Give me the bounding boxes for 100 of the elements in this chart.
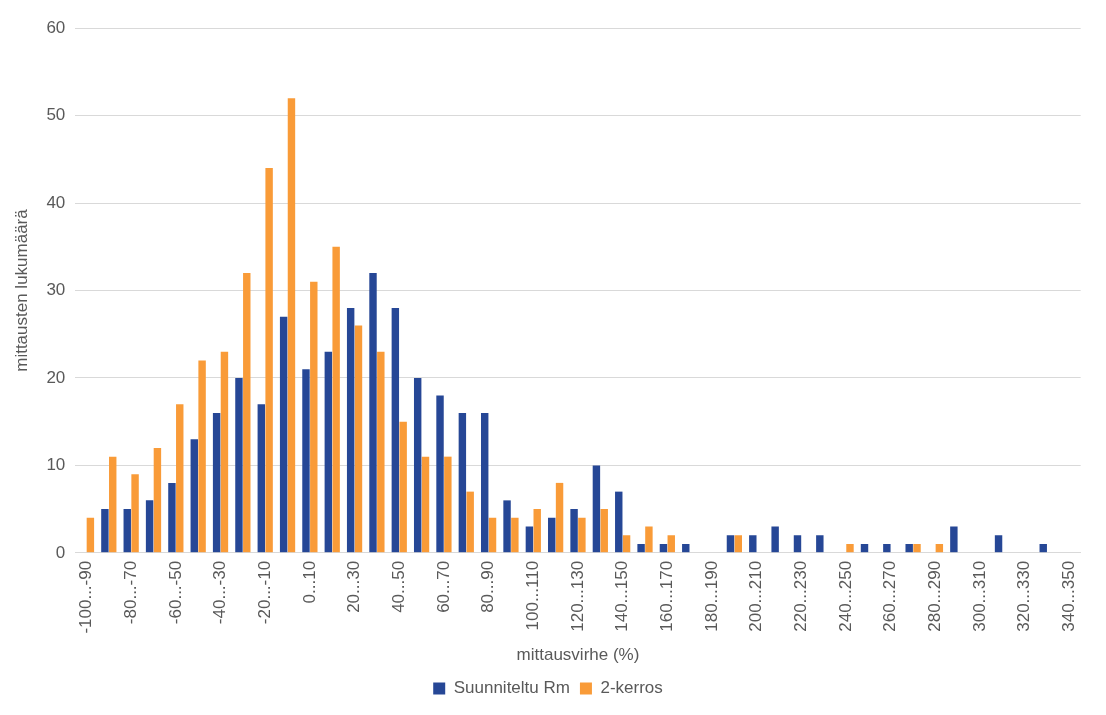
bar bbox=[458, 412, 467, 553]
bar bbox=[444, 456, 452, 553]
x-tick-label: 100...110 bbox=[522, 560, 542, 631]
y-axis-title: mittausten lukumäärä bbox=[11, 208, 31, 372]
bar bbox=[436, 395, 444, 553]
bar bbox=[421, 456, 430, 553]
bar bbox=[220, 351, 229, 553]
y-tick-label: 0 bbox=[55, 542, 66, 562]
x-tick-label: -40...-30 bbox=[210, 560, 230, 625]
x-tick-label: 20...30 bbox=[344, 560, 364, 613]
bar bbox=[377, 351, 385, 553]
bar bbox=[793, 535, 802, 553]
bar bbox=[503, 500, 511, 553]
bar bbox=[324, 351, 333, 553]
bar bbox=[905, 544, 913, 553]
x-tick-label: 40...50 bbox=[388, 560, 408, 613]
bar bbox=[279, 316, 288, 553]
y-tick-label: 20 bbox=[46, 367, 66, 387]
legend-label: Suunniteltu Rm bbox=[453, 678, 570, 698]
x-tick-label: 320...330 bbox=[1014, 560, 1034, 632]
x-tick-label: -20...-10 bbox=[254, 560, 274, 625]
bar bbox=[145, 500, 154, 553]
bar bbox=[816, 535, 824, 553]
bar bbox=[399, 421, 407, 553]
bar bbox=[1039, 544, 1047, 553]
x-tick-label: 200...210 bbox=[746, 560, 766, 632]
bar bbox=[346, 308, 355, 553]
bar bbox=[615, 491, 623, 553]
bar bbox=[86, 517, 95, 553]
x-tick-label: 240...250 bbox=[835, 560, 855, 632]
y-tick-label: 40 bbox=[46, 192, 66, 212]
y-tick-label: 50 bbox=[46, 105, 66, 125]
x-tick-label: 160...170 bbox=[657, 560, 677, 632]
x-tick-label: 300...310 bbox=[969, 560, 989, 632]
y-tick-label: 10 bbox=[46, 455, 66, 475]
y-tick-label: 30 bbox=[46, 280, 66, 300]
bar bbox=[265, 168, 273, 553]
bar bbox=[555, 482, 564, 553]
bar bbox=[525, 526, 534, 553]
bar bbox=[131, 474, 139, 553]
bar bbox=[659, 544, 668, 553]
bar bbox=[726, 535, 735, 553]
x-tick-label: 120...130 bbox=[567, 560, 587, 632]
bar bbox=[488, 517, 497, 553]
bar bbox=[153, 447, 162, 553]
bar bbox=[391, 308, 400, 553]
x-axis-title: mittausvirhe (%) bbox=[516, 645, 640, 665]
x-tick-label: 260...270 bbox=[880, 560, 900, 632]
bar bbox=[533, 509, 541, 553]
bar bbox=[600, 509, 608, 553]
bar bbox=[935, 544, 944, 553]
bar bbox=[176, 404, 184, 553]
bar bbox=[592, 465, 601, 553]
bar bbox=[682, 544, 690, 553]
bar bbox=[578, 517, 586, 553]
bar bbox=[570, 509, 578, 553]
x-tick-label: 220...230 bbox=[791, 560, 811, 632]
x-tick-label: 280...290 bbox=[925, 560, 945, 632]
x-tick-label: 0...10 bbox=[299, 560, 319, 604]
bar bbox=[310, 281, 318, 553]
x-tick-label: 340...350 bbox=[1059, 560, 1079, 632]
bar bbox=[168, 482, 176, 553]
bar bbox=[511, 517, 519, 553]
bar bbox=[109, 456, 117, 553]
bar bbox=[548, 517, 556, 553]
bar bbox=[994, 535, 1003, 553]
y-tick-label: 60 bbox=[46, 17, 66, 37]
bar bbox=[771, 526, 779, 553]
x-tick-label: -60...-50 bbox=[165, 560, 185, 625]
bar bbox=[413, 377, 422, 553]
bar bbox=[212, 412, 221, 553]
bar bbox=[860, 544, 869, 553]
bar bbox=[913, 544, 921, 553]
bar bbox=[198, 360, 206, 553]
bar bbox=[257, 404, 266, 553]
x-tick-label: 60...70 bbox=[433, 560, 453, 613]
bar bbox=[369, 273, 377, 553]
bar bbox=[667, 535, 675, 553]
bar bbox=[950, 526, 958, 553]
bar bbox=[749, 535, 757, 553]
bar bbox=[734, 535, 742, 553]
bar bbox=[302, 369, 310, 553]
x-tick-label: 140...150 bbox=[612, 560, 632, 632]
bar bbox=[622, 535, 631, 553]
bar bbox=[123, 509, 131, 553]
bar bbox=[637, 544, 645, 553]
x-tick-label: 80...90 bbox=[478, 560, 498, 613]
bar bbox=[287, 98, 296, 553]
bar bbox=[883, 544, 891, 553]
bar bbox=[243, 273, 251, 553]
bar bbox=[332, 246, 340, 553]
bar bbox=[190, 439, 198, 553]
legend-label: 2-kerros bbox=[600, 678, 663, 698]
x-tick-label: -80...-70 bbox=[120, 560, 140, 625]
bar bbox=[645, 526, 653, 553]
bar bbox=[466, 491, 474, 553]
bar bbox=[354, 325, 363, 553]
bar bbox=[481, 412, 489, 553]
x-tick-label: 180...190 bbox=[701, 560, 721, 632]
bar bbox=[846, 544, 854, 553]
